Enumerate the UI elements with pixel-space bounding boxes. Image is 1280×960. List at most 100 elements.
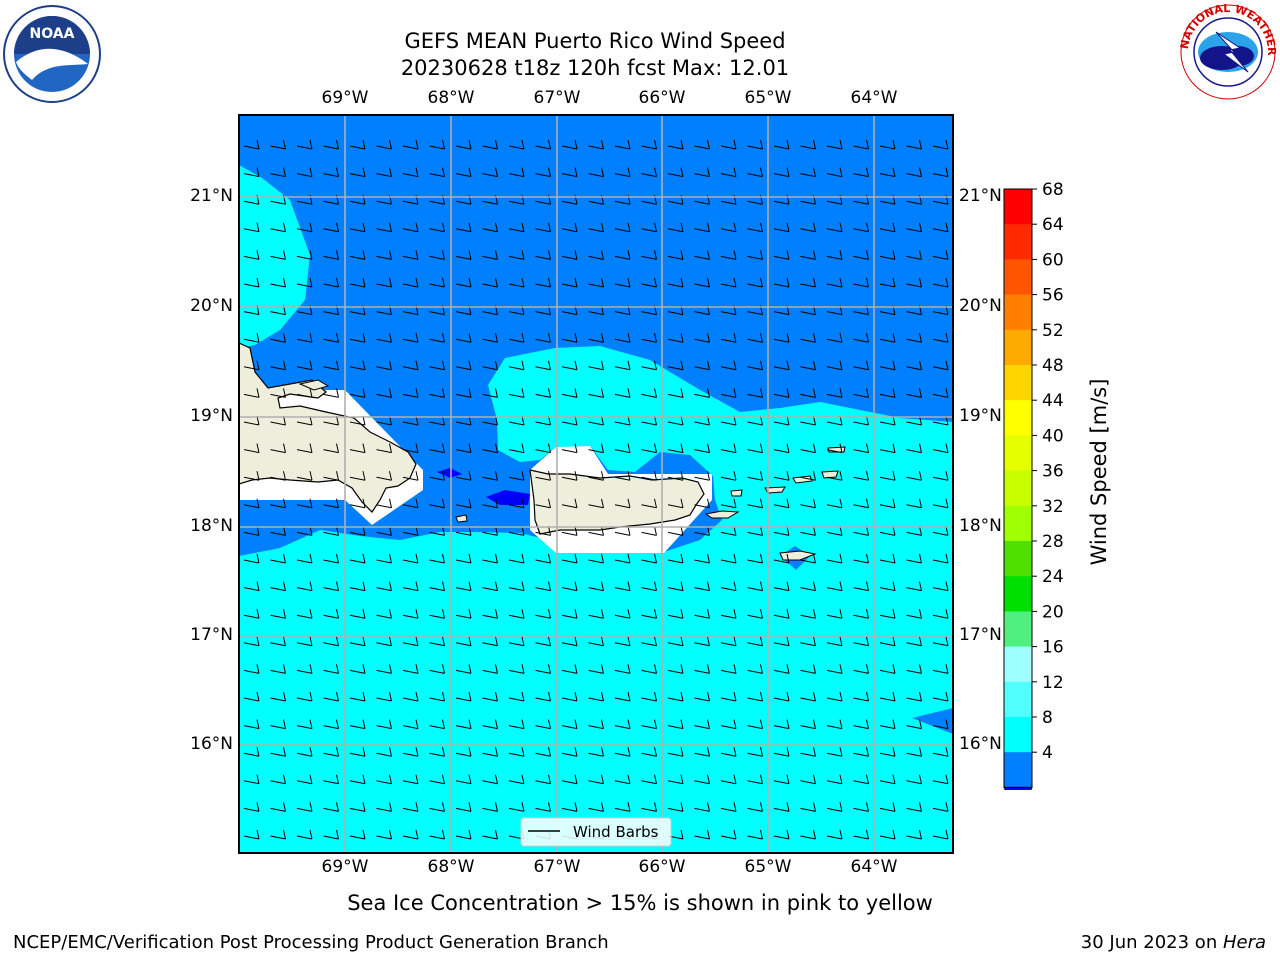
wind-barb — [349, 636, 366, 647]
wind-barb — [641, 388, 657, 398]
wind-barb — [323, 774, 339, 785]
wind-barb — [667, 498, 684, 509]
wind-barb — [932, 222, 949, 233]
chart-title: GEFS MEAN Puerto Rico Wind Speed — [404, 29, 786, 53]
wind-barb — [800, 774, 816, 785]
wind-barb — [800, 691, 816, 702]
wind-barb — [323, 581, 339, 592]
wind-barb — [932, 471, 949, 481]
wind-barb — [614, 360, 631, 371]
colorbar-segment — [1004, 365, 1032, 401]
sea-ice-caption: Sea Ice Concentration > 15% is shown in … — [347, 891, 933, 915]
wind-barb — [482, 360, 498, 371]
lon-label-bottom-66: 66°W — [638, 857, 686, 877]
wind-barb — [747, 747, 763, 757]
wind-barb — [694, 222, 710, 233]
wind-barb — [932, 333, 949, 343]
lat-label-right-20: 20°N — [959, 296, 1002, 316]
wind-barb — [508, 747, 525, 757]
wind-barb — [932, 609, 949, 619]
wind-barb — [349, 526, 366, 536]
wind-barb — [402, 747, 419, 757]
wind-barbs — [243, 139, 949, 840]
wind-barb — [296, 609, 313, 619]
wind-barb — [747, 139, 763, 150]
wind-barb — [720, 250, 737, 260]
wind-barb — [270, 360, 286, 371]
wind-barb — [535, 471, 551, 481]
wind-barb — [243, 333, 260, 343]
wind-barb — [641, 526, 657, 536]
wind-barb — [773, 609, 790, 619]
wind-barb — [641, 471, 657, 481]
wind-barb — [720, 443, 737, 454]
wind-barb — [773, 250, 790, 260]
wind-barb — [694, 526, 710, 536]
wind-barb — [826, 250, 843, 260]
wind-barb — [482, 829, 498, 840]
wind-barb — [402, 498, 419, 509]
wind-barb — [535, 333, 551, 343]
wind-barb — [614, 691, 631, 702]
wind-barb — [482, 250, 498, 260]
wind-barb — [455, 471, 472, 481]
colorbar-frame — [1003, 188, 1033, 788]
wind-barb — [747, 333, 763, 343]
wind-barb — [243, 139, 260, 150]
wind-barb — [296, 167, 313, 178]
wind-barb — [508, 553, 525, 564]
wind-barb — [376, 360, 392, 371]
wind-barb — [720, 581, 737, 592]
colorbar-tick-label: 48 — [1042, 356, 1064, 376]
wind-barb — [323, 443, 339, 454]
wind-barb — [853, 719, 869, 730]
wind-barb — [667, 471, 684, 481]
wind-barb — [535, 747, 551, 757]
wind-barb — [376, 609, 392, 619]
wind-barb — [879, 774, 896, 785]
wind-barb — [323, 664, 339, 674]
wind-barbs-legend: Wind Barbs — [520, 817, 672, 847]
wind-barb — [535, 360, 551, 371]
wind-barb — [270, 774, 286, 785]
wind-barb — [641, 222, 657, 233]
wind-barb — [588, 167, 604, 178]
wind-barb — [243, 581, 260, 592]
wind-barb — [323, 636, 339, 647]
wind-barb — [747, 774, 763, 785]
wind-barb — [482, 388, 498, 398]
wind-barb — [349, 609, 366, 619]
wind-barb — [561, 609, 578, 619]
colorbar-tick-label: 8 — [1042, 708, 1053, 728]
wind-barb — [773, 774, 790, 785]
wind-barb — [667, 802, 684, 812]
wind-barb — [932, 277, 949, 288]
colorbar-tick-label: 24 — [1042, 567, 1064, 587]
wind-barb — [826, 636, 843, 647]
wind-barb — [588, 222, 604, 233]
wind-barb — [747, 581, 763, 592]
wind-barb — [455, 829, 472, 840]
wind-barb — [932, 774, 949, 785]
colorbar-tick-label: 12 — [1042, 673, 1064, 693]
wind-barb — [296, 636, 313, 647]
wind-barb — [879, 636, 896, 647]
wind-barb — [376, 139, 392, 150]
wind-barb — [641, 609, 657, 619]
wind-barb — [694, 333, 710, 343]
wind-barb — [800, 719, 816, 730]
wind-barb — [243, 222, 260, 233]
wind-barb — [641, 802, 657, 812]
wind-barb — [588, 774, 604, 785]
wind-barb — [588, 691, 604, 702]
wind-barb — [243, 277, 260, 288]
wind-barb — [455, 636, 472, 647]
wind-barb — [482, 139, 498, 150]
wind-barb — [376, 333, 392, 343]
wind-barb — [270, 498, 286, 509]
wind-barb — [932, 691, 949, 702]
wind-barb — [349, 471, 366, 481]
colorbar-segment — [1004, 329, 1032, 366]
wind-barb — [853, 443, 869, 454]
wind-barb — [349, 747, 366, 757]
